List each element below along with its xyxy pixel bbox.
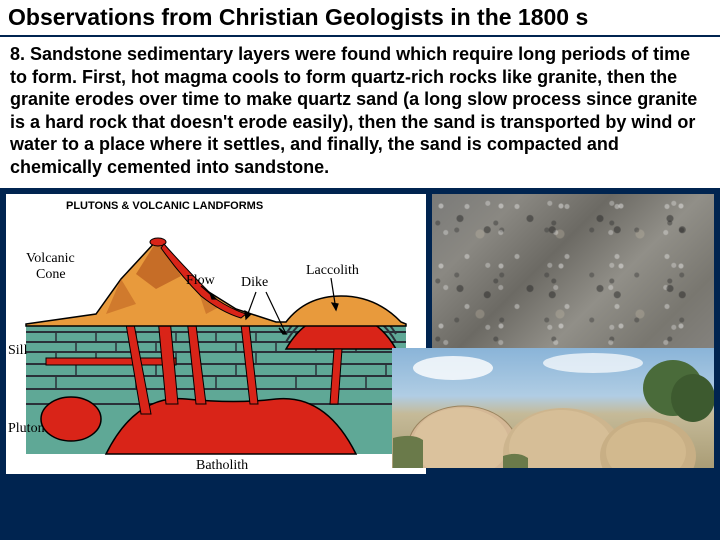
label-laccolith: Laccolith xyxy=(306,263,359,278)
label-flow: Flow xyxy=(186,273,216,288)
granite-texture-photo xyxy=(432,194,714,364)
body-paragraph: 8. Sandstone sedimentary layers were fou… xyxy=(10,43,710,178)
plutons-svg: VolcanicCone Flow Dike Laccolith Sill Pl… xyxy=(6,214,426,474)
title-bar: Observations from Christian Geologists i… xyxy=(0,0,720,37)
page-title: Observations from Christian Geologists i… xyxy=(8,4,712,31)
label-sill: Sill xyxy=(8,343,28,358)
boulder-photo xyxy=(392,348,714,468)
pluton-shape xyxy=(41,397,101,441)
label-pluton: Pluton xyxy=(8,421,45,436)
label-dike: Dike xyxy=(241,275,268,290)
body-text-box: 8. Sandstone sedimentary layers were fou… xyxy=(0,37,720,188)
diagram-title: PLUTONS & VOLCANIC LANDFORMS xyxy=(66,200,263,212)
image-row: PLUTONS & VOLCANIC LANDFORMS xyxy=(0,188,720,488)
label-volcanic-cone: VolcanicCone xyxy=(26,251,75,282)
sill-shape xyxy=(46,358,176,365)
plutons-diagram: PLUTONS & VOLCANIC LANDFORMS xyxy=(6,194,426,474)
land-surface xyxy=(26,239,406,326)
photo-stack xyxy=(432,194,714,468)
label-batholith: Batholith xyxy=(196,458,248,473)
